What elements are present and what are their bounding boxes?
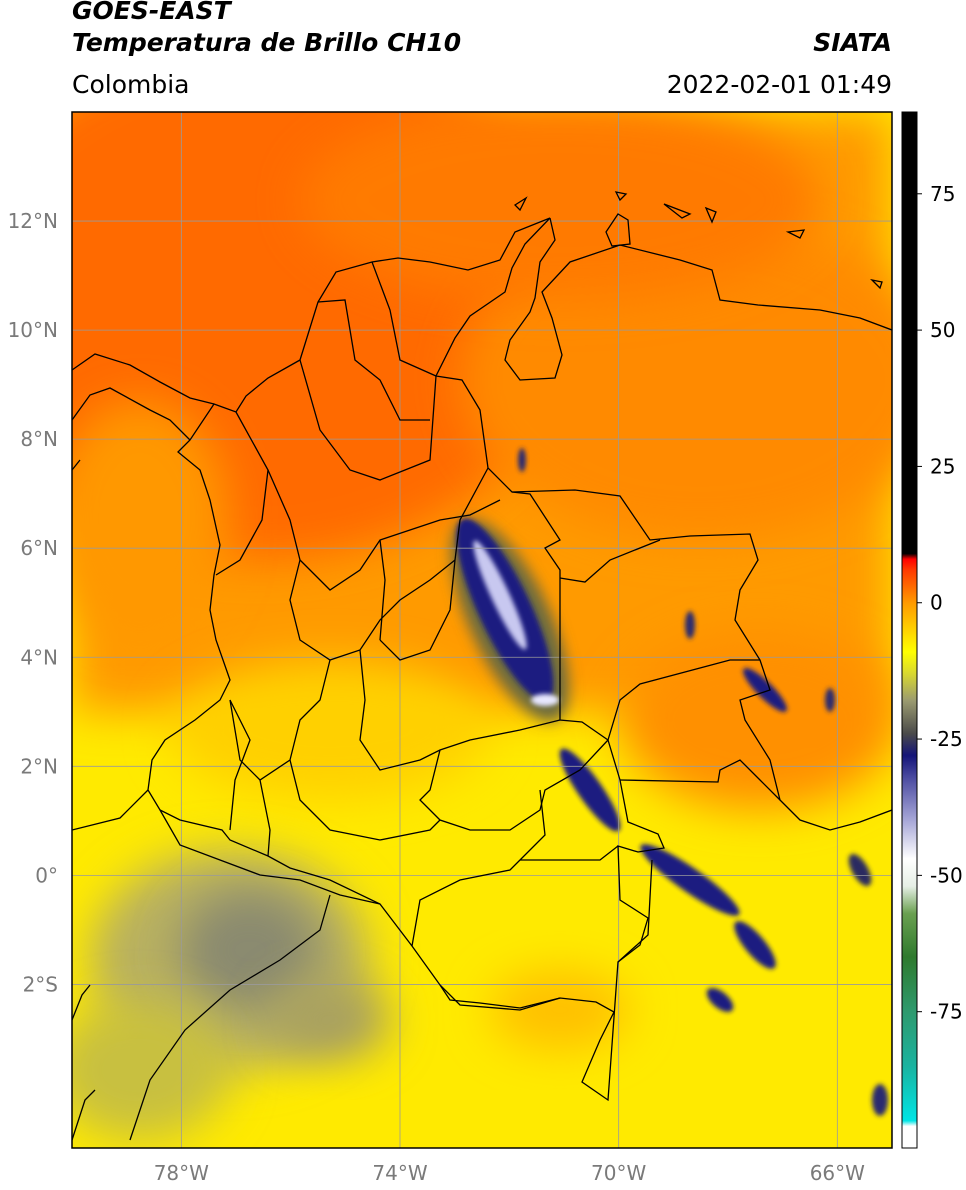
lat-tick-label: 0° bbox=[35, 863, 58, 887]
colorbar-tick-label: 75 bbox=[930, 182, 955, 206]
lat-tick-label: 10°N bbox=[8, 318, 58, 342]
lat-tick-label: 12°N bbox=[8, 209, 58, 233]
colorbar-tick-label: -75 bbox=[930, 1000, 963, 1024]
brightness-temperature-field bbox=[72, 112, 892, 1148]
lat-tick-label: 2°N bbox=[20, 754, 58, 778]
lat-tick-label: 8°N bbox=[20, 427, 58, 451]
source-label: SIATA bbox=[813, 28, 892, 57]
lon-tick-label: 74°W bbox=[372, 1161, 427, 1185]
colorbar-tick-label: -25 bbox=[930, 727, 963, 751]
timestamp-label: 2022-02-01 01:49 bbox=[666, 70, 892, 99]
product-title: Temperatura de Brillo CH10 bbox=[72, 28, 462, 57]
borders bbox=[72, 191, 892, 1141]
longitude-ticks: 78°W 74°W 70°W 66°W bbox=[154, 1161, 865, 1185]
region-label: Colombia bbox=[72, 70, 190, 99]
colorbar-tick-label: -50 bbox=[930, 863, 963, 887]
colorbar: 75 50 25 0 -25 -50 -75 bbox=[901, 111, 963, 1149]
map-frame bbox=[71, 111, 893, 1149]
lat-tick-label: 6°N bbox=[20, 536, 58, 560]
lon-tick-label: 66°W bbox=[810, 1161, 865, 1185]
graticule bbox=[72, 112, 892, 1148]
colorbar-gradient bbox=[902, 112, 917, 1148]
lat-tick-label: 4°N bbox=[20, 645, 58, 669]
lat-tick-label: 2°S bbox=[23, 972, 58, 996]
colombia-border bbox=[147, 217, 665, 1102]
satellite-title: GOES-EAST bbox=[72, 0, 231, 25]
colorbar-ticks: 75 50 25 0 -25 -50 -75 bbox=[917, 182, 963, 1024]
colorbar-tick-label: 0 bbox=[930, 591, 943, 615]
latitude-ticks: 12°N 10°N 8°N 6°N 4°N 2°N 0° 2°S bbox=[8, 209, 58, 996]
colorbar-tick-label: 50 bbox=[930, 318, 955, 342]
colorbar-tick-label: 25 bbox=[930, 454, 955, 478]
colorbar-frame bbox=[901, 111, 918, 1149]
lon-tick-label: 70°W bbox=[591, 1161, 646, 1185]
lon-tick-label: 78°W bbox=[154, 1161, 209, 1185]
